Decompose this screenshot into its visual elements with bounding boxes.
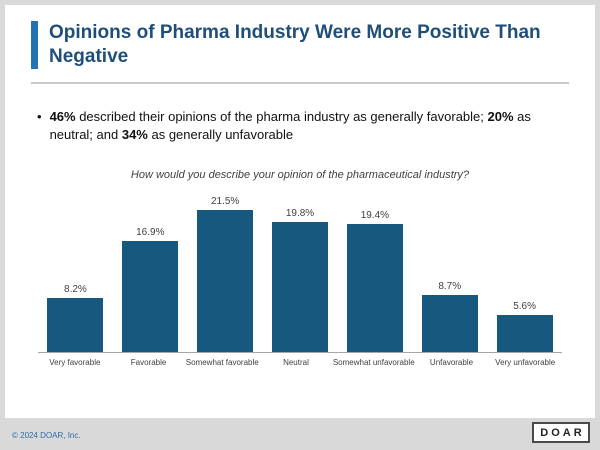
category-label: Somewhat favorable (185, 358, 259, 368)
bar-group: 16.9% (113, 227, 188, 353)
bar-value-label: 5.6% (513, 301, 536, 313)
copyright-text: © 2024 DOAR, Inc. (12, 431, 81, 440)
bullet-text: 46% described their opinions of the phar… (50, 108, 555, 146)
bar-group: 8.2% (38, 284, 113, 353)
bar-chart: 8.2% 16.9% 21.5% 19.8% 19.4% 8.7% 5.6% Very fa… (38, 196, 562, 367)
doar-logo: DOAR (532, 422, 590, 443)
bar (122, 240, 179, 353)
bar-value-label: 16.9% (136, 226, 165, 238)
slide-body: Opinions of Pharma Industry Were More Po… (5, 5, 595, 418)
bar (272, 221, 328, 353)
bullet-segment: as generally unfavorable (147, 127, 294, 143)
category-label: Neutral (283, 358, 309, 368)
bar-group: 19.8% (263, 208, 338, 353)
category-label: Favorable (130, 358, 167, 368)
bar (197, 210, 254, 353)
bar-group: 5.6% (487, 301, 562, 353)
bar (496, 315, 553, 353)
bar-value-label: 8.7% (438, 280, 462, 292)
bullet-item: • 46% described their opinions of the ph… (37, 108, 555, 146)
bar-group: 19.4% (337, 210, 412, 353)
bar (346, 224, 403, 353)
bar-value-label: 21.5% (210, 196, 240, 208)
bar (421, 294, 478, 353)
category-label: Very unfavorable (495, 358, 556, 368)
bar-group: 8.7% (412, 280, 487, 353)
bullet-segment-bold: 20% (487, 108, 514, 124)
bar-value-label: 19.8% (285, 207, 315, 219)
bullet-marker: • (37, 108, 42, 124)
category-label: Somewhat unfavorable (332, 358, 415, 368)
bar-value-label: 19.4% (360, 210, 390, 222)
title-block: Opinions of Pharma Industry Were More Po… (31, 21, 567, 69)
title-divider (31, 81, 569, 84)
category-label: Very favorable (49, 358, 101, 368)
page-title: Opinions of Pharma Industry Were More Po… (49, 22, 541, 67)
bullet-segment-bold: 46% (49, 108, 76, 124)
bar (47, 298, 104, 353)
bar-chart-categories: Very favorable Favorable Somewhat favorabl… (38, 358, 562, 367)
bar-value-label: 8.2% (64, 284, 87, 296)
bar-chart-plot: 8.2% 16.9% 21.5% 19.8% 19.4% 8.7% 5.6% (38, 196, 562, 354)
bullet-segment: as neutral; and (49, 108, 531, 143)
chart-title: How would you describe your opinion of t… (130, 169, 470, 182)
bullet-segment-bold: 34% (121, 127, 148, 143)
category-label: Unfavorable (429, 358, 474, 368)
title-accent-bar (31, 21, 38, 69)
bullet-segment: described their opinions of the pharma i… (75, 108, 488, 124)
bar-group: 21.5% (188, 196, 263, 353)
